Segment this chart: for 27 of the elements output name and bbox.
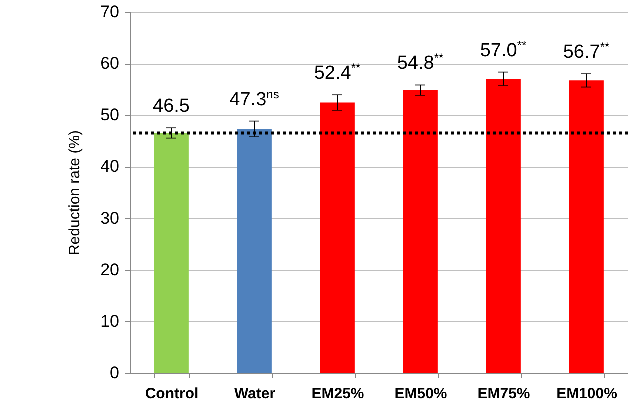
data-label: 54.8$^{**}$ [397, 51, 444, 74]
bar [486, 79, 521, 373]
x-tick-label: EM100% [556, 386, 618, 402]
bar [154, 133, 189, 373]
data-label: 47.3$^{ns}$ [230, 87, 280, 110]
x-tick-label: Water [234, 386, 276, 402]
x-tick-label: EM50% [394, 386, 448, 402]
y-axis-title: Reduction rate (%) [66, 130, 84, 256]
y-tick-label: 40 [100, 157, 120, 176]
bar [237, 129, 272, 373]
data-label: 57.0$^{**}$ [480, 38, 527, 62]
y-tick-label: 50 [100, 106, 120, 125]
x-tick-label: Control [145, 386, 199, 402]
y-tick-label: 30 [100, 208, 120, 228]
y-tick-label: 60 [100, 54, 120, 74]
x-tick-label: EM75% [478, 386, 530, 402]
y-tick-label: 10 [100, 312, 120, 331]
x-tick-label: EM25% [312, 386, 364, 402]
data-label: 56.7$^{**}$ [563, 40, 610, 63]
y-tick-label: 0 [110, 364, 120, 382]
bar [569, 80, 604, 373]
y-tick-label: 70 [100, 2, 120, 22]
bar [320, 102, 355, 373]
data-label: 46.5 [153, 96, 190, 118]
bar [403, 90, 438, 373]
data-label: 52.4$^{**}$ [314, 61, 361, 84]
y-tick-label: 20 [100, 260, 120, 280]
